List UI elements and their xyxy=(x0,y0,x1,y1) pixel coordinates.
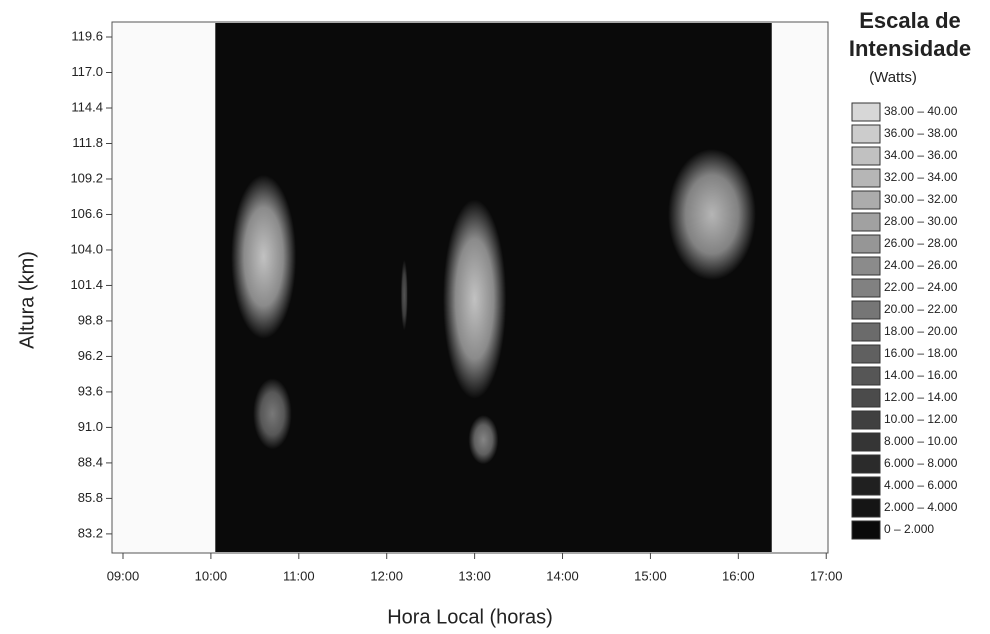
legend-swatch xyxy=(851,300,881,320)
legend-label: 4.000 – 6.000 xyxy=(884,478,958,492)
x-tick-label: 12:00 xyxy=(370,568,403,583)
x-tick-label: 13:00 xyxy=(458,568,491,583)
legend-swatch xyxy=(851,278,881,298)
legend-swatch xyxy=(851,212,881,232)
y-tick-label: 91.0 xyxy=(78,419,103,434)
x-tick-label: 16:00 xyxy=(722,568,755,583)
legend-label: 28.00 – 30.00 xyxy=(884,214,958,228)
legend-swatch xyxy=(851,366,881,386)
intensity-cell xyxy=(253,378,292,450)
y-tick-label: 98.8 xyxy=(78,312,103,327)
legend-swatch xyxy=(851,146,881,166)
legend-label: 32.00 – 34.00 xyxy=(884,170,958,184)
legend-swatch xyxy=(851,410,881,430)
legend-swatch xyxy=(851,432,881,452)
legend-swatch xyxy=(851,256,881,276)
legend-label: 24.00 – 26.00 xyxy=(884,258,958,272)
intensity-cell xyxy=(442,199,507,399)
legend-label: 16.00 – 18.00 xyxy=(884,346,958,360)
y-tick-label: 104.0 xyxy=(70,241,103,256)
x-tick-label: 10:00 xyxy=(195,568,228,583)
legend-swatch xyxy=(851,388,881,408)
legend-label: 2.000 – 4.000 xyxy=(884,500,958,514)
legend-label: 22.00 – 24.00 xyxy=(884,280,958,294)
legend-label: 38.00 – 40.00 xyxy=(884,104,958,118)
y-tick-label: 119.6 xyxy=(71,28,103,43)
legend-label: 12.00 – 14.00 xyxy=(884,390,958,404)
y-tick-label: 109.2 xyxy=(70,170,103,185)
legend-label: 10.00 – 12.00 xyxy=(884,412,958,426)
legend-swatch xyxy=(851,520,881,540)
legend-label: 6.000 – 8.000 xyxy=(884,456,958,470)
legend-swatch xyxy=(851,190,881,210)
legend-label: 18.00 – 20.00 xyxy=(884,324,958,338)
y-tick-label: 114.4 xyxy=(71,99,103,114)
legend-swatch xyxy=(851,344,881,364)
intensity-cell xyxy=(668,148,756,280)
legend-swatch xyxy=(851,498,881,518)
legend-swatch xyxy=(851,322,881,342)
y-tick-label: 96.2 xyxy=(78,348,103,363)
legend-label: 8.000 – 10.00 xyxy=(884,434,958,448)
legend-swatch xyxy=(851,476,881,496)
legend-label: 30.00 – 32.00 xyxy=(884,192,958,206)
intensity-cell xyxy=(468,415,499,465)
y-tick-label: 83.2 xyxy=(78,525,103,540)
legend-label: 36.00 – 38.00 xyxy=(884,126,958,140)
x-tick-label: 17:00 xyxy=(810,568,843,583)
legend-label: 14.00 – 16.00 xyxy=(884,368,958,382)
y-tick-label: 93.6 xyxy=(78,383,103,398)
x-tick-label: 11:00 xyxy=(283,568,315,583)
y-axis-title: Altura (km) xyxy=(16,251,38,349)
intensity-cell xyxy=(400,259,408,331)
legend-label: 20.00 – 22.00 xyxy=(884,302,958,316)
y-tick-label: 85.8 xyxy=(78,490,103,505)
x-tick-label: 14:00 xyxy=(546,568,579,583)
legend-unit: (Watts) xyxy=(869,69,917,86)
y-tick-label: 101.4 xyxy=(70,277,103,292)
legend-label: 34.00 – 36.00 xyxy=(884,148,958,162)
y-tick-label: 111.8 xyxy=(72,135,103,150)
x-tick-label: 09:00 xyxy=(107,568,140,583)
x-tick-label: 15:00 xyxy=(634,568,667,583)
legend-swatch xyxy=(851,454,881,474)
y-tick-label: 88.4 xyxy=(78,454,103,469)
y-tick-label: 106.6 xyxy=(70,206,103,221)
legend-swatch xyxy=(851,102,881,122)
legend-title: Intensidade xyxy=(849,36,971,61)
legend-swatch xyxy=(851,234,881,254)
legend-swatch xyxy=(851,124,881,144)
x-axis-title: Hora Local (horas) xyxy=(387,606,553,628)
legend-label: 0 – 2.000 xyxy=(884,522,934,536)
legend-label: 26.00 – 28.00 xyxy=(884,236,958,250)
intensity-cell xyxy=(231,174,297,339)
legend-title: Escala de xyxy=(859,8,961,33)
y-tick-label: 117.0 xyxy=(71,64,103,79)
legend-swatch xyxy=(851,168,881,188)
